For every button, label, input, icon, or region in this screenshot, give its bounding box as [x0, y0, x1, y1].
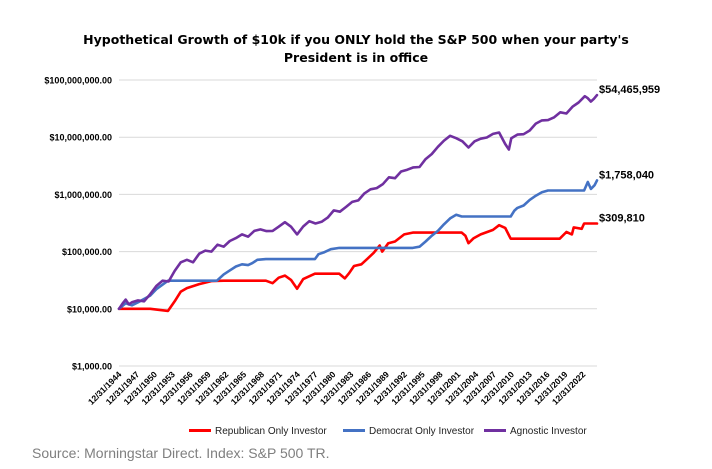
- legend-swatch-agnostic: [484, 428, 506, 432]
- y-tick-label: $1,000.00: [72, 362, 112, 372]
- y-tick-label: $1,000,000.00: [54, 190, 112, 200]
- gridlines: [119, 79, 597, 367]
- end-label-democrat: $1,758,040: [599, 169, 654, 181]
- legend-swatch-democrat: [343, 428, 365, 432]
- series-line-agnostic: [117, 93, 599, 311]
- y-tick-label: $100,000.00: [62, 247, 112, 257]
- legend-label-agnostic: Agnostic Investor: [510, 426, 587, 437]
- chart-title: Hypothetical Growth of $10k if you ONLY …: [0, 31, 712, 67]
- legend-item-democrat: Democrat Only Investor: [343, 426, 474, 437]
- y-tick-label: $10,000.00: [67, 304, 112, 314]
- legend-item-agnostic: Agnostic Investor: [484, 426, 587, 437]
- series-line-republican: [117, 222, 599, 313]
- legend-swatch-republican: [189, 428, 211, 432]
- end-label-agnostic: $54,465,959: [599, 84, 660, 96]
- series-line-democrat: [117, 179, 599, 311]
- series-end-labels: $309,810 $1,758,040 $54,465,959: [599, 84, 660, 224]
- source-note: Source: Morningstar Direct. Index: S&P 5…: [32, 445, 330, 461]
- x-axis-tick-labels: 12/31/194412/31/194712/31/195012/31/1953…: [86, 369, 588, 407]
- series-lines: [117, 93, 599, 313]
- chart-title-line-2: President is in office: [283, 50, 429, 65]
- y-axis-tick-labels: $1,000.00 $10,000.00 $100,000.00 $1,000,000…: [44, 76, 112, 372]
- y-tick-label: $100,000,000.00: [44, 76, 112, 86]
- chart-title-line-1: Hypothetical Growth of $10k if you ONLY …: [83, 32, 629, 47]
- legend-item-republican: Republican Only Investor: [189, 426, 327, 437]
- y-tick-label: $10,000,000.00: [49, 133, 112, 143]
- legend-label-democrat: Democrat Only Investor: [369, 426, 475, 437]
- legend-label-republican: Republican Only Investor: [215, 426, 327, 437]
- end-label-republican: $309,810: [599, 213, 645, 225]
- legend: Republican Only Investor Democrat Only I…: [0, 426, 712, 440]
